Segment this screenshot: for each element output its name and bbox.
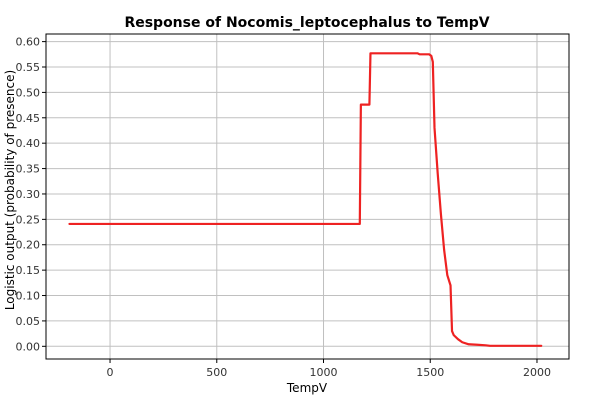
x-tick-label: 1000 [310, 366, 338, 379]
x-tick-label: 1500 [416, 366, 444, 379]
y-tick-label: 0.15 [16, 264, 41, 277]
x-tick-label: 0 [107, 366, 114, 379]
y-tick-label: 0.40 [16, 137, 41, 150]
y-tick-label: 0.50 [16, 86, 41, 99]
y-tick-label: 0.35 [16, 163, 41, 176]
chart-title: Response of Nocomis_leptocephalus to Tem… [124, 15, 489, 31]
y-tick-label: 0.60 [16, 36, 41, 49]
x-axis-label: TempV [286, 381, 328, 395]
response-line [68, 52, 543, 347]
plot-frame [45, 33, 570, 360]
y-tick-label: 0.30 [16, 188, 41, 201]
x-tick-label: 500 [206, 366, 227, 379]
y-tick-label: 0.55 [16, 61, 41, 74]
y-tick-label: 0.00 [16, 340, 41, 353]
y-tick-label: 0.25 [16, 213, 41, 226]
x-tick-label: 2000 [523, 366, 551, 379]
y-tick-label: 0.20 [16, 239, 41, 252]
y-tick-label: 0.05 [16, 315, 41, 328]
y-tick-label: 0.10 [16, 290, 41, 303]
y-tick-label: 0.45 [16, 112, 41, 125]
y-axis-label: Logistic output (probability of presence… [3, 70, 17, 310]
